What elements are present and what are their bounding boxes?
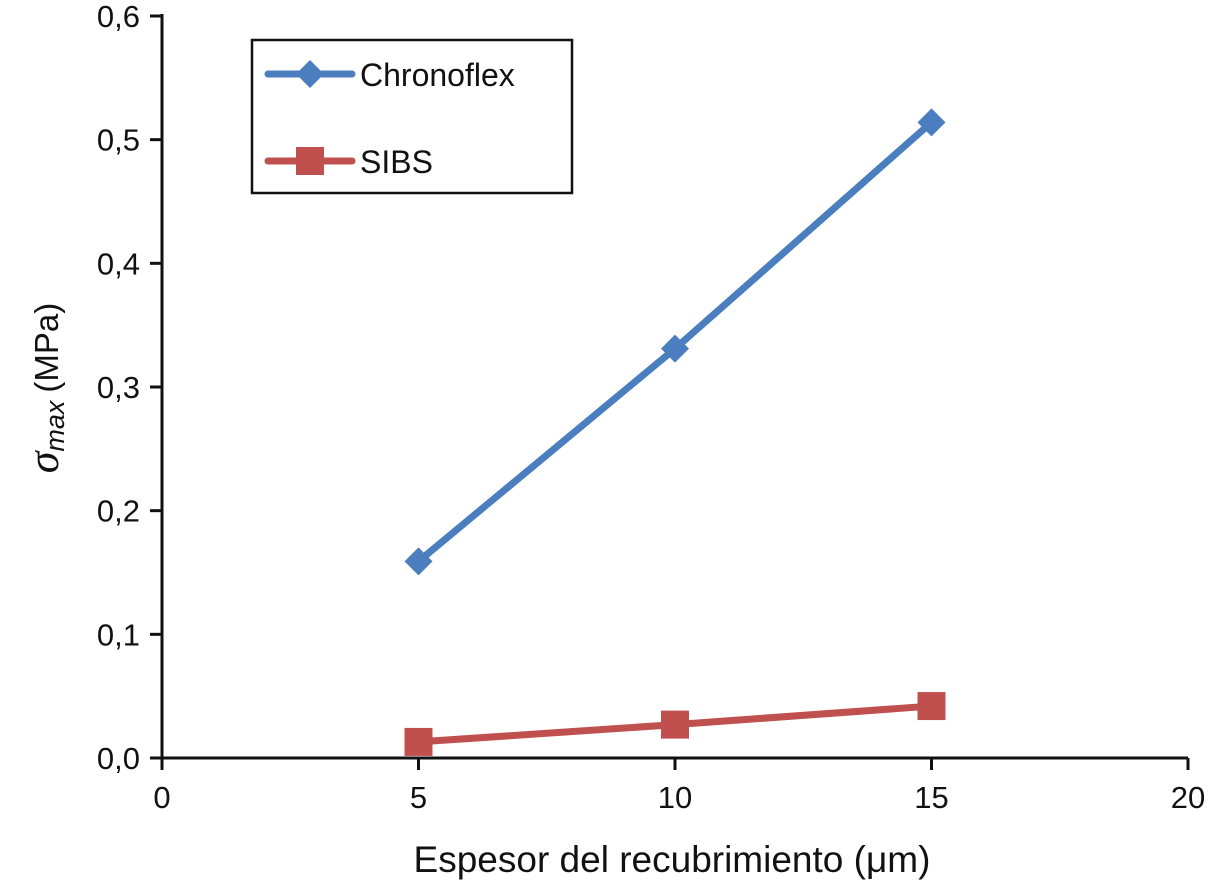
y-tick-label: 0,0 [97,741,140,776]
ticks: 0,0 0,1 0,2 0,3 0,4 0,5 0,6 0 5 10 15 20 [97,0,1205,815]
y-tick-label: 0,1 [97,617,140,652]
data-point-sibs [661,710,689,739]
legend-marker-chronoflex [296,60,324,88]
series-layer [404,108,946,756]
y-tick-label: 0,4 [97,246,140,281]
data-point-sibs [404,727,433,756]
x-tick-label: 0 [153,780,170,815]
data-point-chronoflex [917,108,946,137]
y-axis-symbol: σ [19,449,68,473]
y-axis-title: σmax (MPa) [19,303,70,474]
y-tick-label: 0,3 [97,370,140,405]
x-tick-label: 10 [658,780,692,815]
y-tick-label: 0,5 [97,123,140,158]
data-point-chronoflex [661,334,689,363]
x-tick-label: 20 [1171,780,1205,815]
x-tick-label: 15 [914,780,948,815]
y-axis-subscript: max [40,399,70,452]
data-point-chronoflex [404,547,433,576]
y-axis-unit: (MPa) [28,303,65,393]
legend-label-chronoflex: Chronoflex [360,57,515,93]
legend-label-sibs: SIBS [360,144,433,180]
data-point-sibs [917,692,946,721]
y-tick-label: 0,6 [97,0,140,34]
legend: Chronoflex SIBS [250,38,574,195]
x-axis-title: Espesor del recubrimiento (μm) [414,839,931,880]
y-tick-label: 0,2 [97,494,140,529]
legend-marker-sibs [296,147,324,175]
x-tick-label: 5 [410,780,427,815]
